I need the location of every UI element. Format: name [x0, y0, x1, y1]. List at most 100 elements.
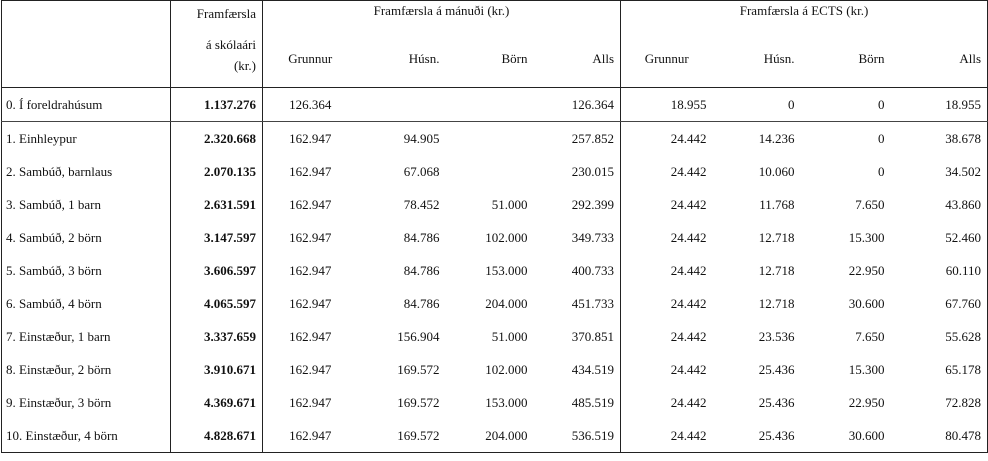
header-line: Framfærsla [196, 6, 256, 21]
cell: 162.947 [262, 353, 358, 386]
cell: 30.600 [848, 295, 885, 311]
cell: 451.733 [571, 295, 614, 311]
cell: 60.110 [945, 262, 982, 278]
cell: 67.760 [945, 295, 982, 311]
cell: 67.068 [403, 163, 440, 179]
column-header: Grunnur [262, 31, 358, 88]
cell: 15.300 [848, 229, 885, 245]
cell: 0 [800, 87, 891, 122]
cell: 38.678 [945, 130, 982, 146]
cell: 3.337.659 [170, 320, 263, 353]
cell: 51.000 [491, 328, 528, 344]
cell: 18.955 [890, 87, 988, 122]
cell: 126.364 [262, 87, 358, 122]
cell: 257.852 [571, 130, 614, 146]
table-row: 0. Í foreldrahúsum 1.137.276 126.364 126.36… [1, 87, 988, 122]
cell: 230.015 [571, 163, 614, 179]
table-row: 8. Einstæður, 2 börn 3.910.671 162.947 169.… [2, 353, 988, 386]
column-header: Alls [592, 51, 614, 66]
cell: 24.442 [620, 254, 713, 287]
cell: 536.519 [571, 427, 614, 443]
table-row: 9. Einstæður, 3 börn 4.369.671 162.947 169.… [2, 386, 988, 419]
cell: 434.519 [571, 361, 614, 377]
cell: 162.947 [262, 386, 358, 419]
row-label: 2. Sambúð, barnlaus [6, 163, 113, 179]
cell: 400.733 [571, 262, 614, 278]
table-row: 4. Sambúð, 2 börn 3.147.597 162.947 84.786 1… [2, 221, 988, 254]
column-header: Alls [959, 51, 982, 66]
cell: 78.452 [403, 196, 440, 212]
cell: 24.442 [620, 419, 713, 453]
cell: 84.786 [403, 295, 440, 311]
group-header: Framfærsla á ECTS (kr.) [619, 0, 988, 31]
cell: 11.768 [759, 196, 795, 212]
cell [445, 87, 534, 122]
cell: 162.947 [262, 155, 358, 188]
cell: 169.572 [397, 427, 440, 443]
column-header: Grunnur [620, 31, 713, 88]
cell: 2.631.591 [170, 188, 263, 221]
cell: 24.442 [620, 320, 713, 353]
cell: 12.718 [758, 295, 795, 311]
cell: 34.502 [945, 163, 982, 179]
cell: 349.733 [571, 229, 614, 245]
cell: 0 [878, 130, 885, 146]
cell: 162.947 [262, 188, 358, 221]
row-label: 3. Sambúð, 1 barn [6, 196, 101, 212]
cell: 204.000 [485, 295, 528, 311]
table-row: 5. Sambúð, 3 börn 3.606.597 162.947 84.786 1… [2, 254, 988, 287]
cell: 12.718 [758, 262, 795, 278]
corner-cell [1, 0, 171, 88]
cell: 2.320.668 [170, 121, 263, 155]
cell: 102.000 [485, 229, 528, 245]
table-body: 0. Í foreldrahúsum 1.137.276 126.364 126.36… [1, 87, 988, 453]
table-row: 1. Einhleypur 2.320.668 162.947 94.905 257.8… [2, 121, 988, 155]
cell: 55.628 [945, 328, 982, 344]
cell: 24.442 [620, 221, 713, 254]
cell: 14.236 [758, 130, 795, 146]
cell: 24.442 [620, 188, 713, 221]
cell: 153.000 [485, 394, 528, 410]
table-row: 10. Einstæður, 4 börn 4.828.671 162.947 169… [2, 419, 988, 453]
cell: 370.851 [571, 328, 614, 344]
cell: 24.442 [620, 353, 713, 386]
cell: 25.436 [758, 427, 795, 443]
row-label: 1. Einhleypur [6, 130, 77, 146]
cell: 7.650 [855, 328, 885, 344]
column-header: Húsn. [763, 51, 795, 66]
header-line: (kr.) [233, 58, 256, 73]
row-label: 5. Sambúð, 3 börn [6, 262, 102, 278]
table-row: 3. Sambúð, 1 barn 2.631.591 162.947 78.452 5… [2, 188, 988, 221]
column-header: Börn [501, 51, 528, 66]
cell [446, 155, 534, 188]
cell: 162.947 [262, 419, 358, 453]
cell: 162.947 [262, 121, 358, 155]
header-line: á skólaári [205, 37, 256, 52]
cell: 22.950 [848, 262, 885, 278]
cell: 84.786 [403, 262, 440, 278]
cell: 30.600 [848, 427, 885, 443]
group-header: Framfærsla á mánuði (kr.) [262, 0, 621, 31]
cell: 3.910.671 [170, 353, 263, 386]
cell: 4.369.671 [170, 386, 263, 419]
table-row: 6. Sambúð, 4 börn 4.065.597 162.947 84.786 2… [2, 287, 988, 320]
cell: 3.147.597 [170, 221, 263, 254]
cell: 24.442 [620, 386, 713, 419]
row-label: 9. Einstæður, 3 börn [6, 394, 112, 410]
cell: 25.436 [758, 361, 795, 377]
cell: 23.536 [758, 328, 795, 344]
cell: 0 [712, 87, 801, 122]
cell: 84.786 [403, 229, 440, 245]
cell: 18.955 [620, 87, 713, 122]
cell: 80.478 [945, 427, 982, 443]
cell: 162.947 [262, 287, 358, 320]
cell: 15.300 [848, 361, 885, 377]
cell [357, 87, 446, 122]
row-label: 10. Einstæður, 4 börn [6, 427, 118, 443]
cell: 24.442 [620, 287, 713, 320]
header-row: Grunnur Húsn. Börn Alls Grunnur Húsn. Börn Alls [1, 31, 988, 88]
cell: 153.000 [485, 262, 528, 278]
cell: 43.860 [945, 196, 982, 212]
